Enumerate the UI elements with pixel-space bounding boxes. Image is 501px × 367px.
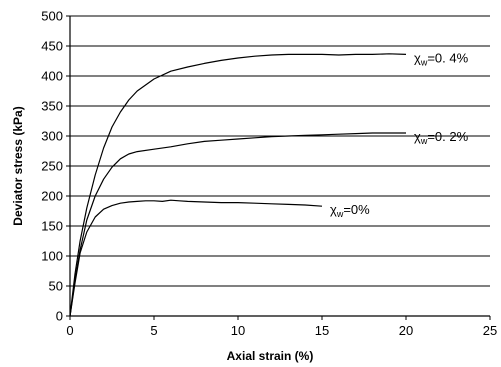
x-tick-label-25: 25 [483, 323, 497, 338]
y-tick-label-0: 0 [56, 309, 63, 324]
x-tick-label-0: 0 [66, 323, 73, 338]
y-axis-title: Deviator stress (kPa) [11, 106, 25, 225]
axes [66, 15, 491, 320]
series-line-2 [69, 132, 406, 317]
series-label-3: χw=0% [330, 202, 370, 219]
x-tick-label-5: 5 [150, 323, 157, 338]
y-tick-label-150: 150 [41, 219, 63, 234]
y-tick-label-450: 450 [41, 39, 63, 54]
series-labels: χw=0. 4% χw=0. 2% χw=0% [330, 50, 469, 219]
y-tick-label-200: 200 [41, 189, 63, 204]
y-tick-label-50: 50 [49, 279, 63, 294]
series-label-1: χw=0. 4% [414, 50, 469, 67]
y-tick-label-400: 400 [41, 69, 63, 84]
series-label-2: χw=0. 2% [414, 129, 469, 146]
y-tick-label-350: 350 [41, 99, 63, 114]
tick-labels: 0 50 100 150 200 250 300 350 400 450 500 0 5 10 15 20 25 [41, 9, 497, 339]
x-tick-label-15: 15 [315, 323, 329, 338]
y-tick-label-500: 500 [41, 9, 63, 24]
x-tick-label-20: 20 [399, 323, 413, 338]
y-tick-label-100: 100 [41, 249, 63, 264]
y-tick-label-300: 300 [41, 129, 63, 144]
series-layer [69, 53, 407, 317]
x-tick-label-10: 10 [231, 323, 245, 338]
y-tick-label-250: 250 [41, 159, 63, 174]
series-line-3 [69, 199, 323, 317]
series-line-1 [69, 53, 407, 317]
x-axis-title: Axial strain (%) [227, 349, 314, 363]
